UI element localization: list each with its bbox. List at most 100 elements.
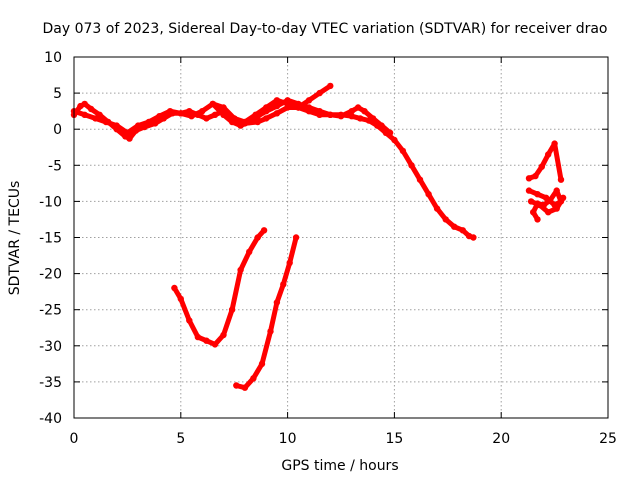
- data-point: [124, 129, 131, 136]
- data-point: [551, 140, 558, 147]
- data-point: [203, 337, 210, 344]
- data-point: [267, 328, 274, 335]
- data-point: [87, 105, 95, 113]
- data-point: [166, 108, 174, 115]
- data-point: [194, 333, 202, 341]
- data-point: [134, 122, 142, 129]
- data-point: [337, 113, 345, 120]
- data-point: [327, 111, 334, 119]
- data-point: [361, 108, 368, 115]
- data-point: [81, 111, 88, 119]
- data-point: [273, 97, 281, 104]
- data-point: [378, 122, 385, 129]
- data-point: [459, 227, 466, 234]
- data-point: [273, 102, 281, 110]
- data-point: [557, 176, 565, 183]
- data-point: [237, 266, 244, 274]
- data-point: [305, 104, 313, 111]
- data-point: [241, 384, 249, 391]
- data-point: [228, 118, 236, 126]
- data-point: [305, 97, 313, 104]
- data-point: [260, 227, 268, 234]
- x-tick-label: 5: [176, 431, 185, 447]
- data-point: [246, 118, 253, 126]
- data-point: [525, 187, 533, 194]
- y-tick-label: -40: [39, 411, 62, 427]
- data-point: [433, 205, 441, 212]
- data-point: [534, 191, 541, 198]
- data-point: [203, 115, 210, 122]
- data-point: [254, 118, 261, 126]
- x-tick-label: 10: [279, 431, 297, 447]
- data-point: [92, 115, 99, 122]
- data-point: [534, 216, 541, 223]
- data-point: [171, 284, 178, 292]
- data-point: [263, 108, 270, 115]
- data-point: [547, 196, 554, 204]
- data-point: [451, 223, 458, 230]
- data-point: [545, 209, 552, 216]
- data-point: [559, 194, 567, 201]
- data-point: [470, 234, 477, 241]
- data-point: [316, 108, 323, 115]
- data-point: [211, 341, 219, 348]
- data-series: [70, 82, 567, 391]
- data-point: [295, 100, 302, 108]
- data-point: [237, 122, 244, 129]
- data-point: [177, 295, 184, 303]
- series-line-arc-1: [71, 101, 476, 240]
- data-point: [220, 104, 227, 111]
- data-point: [442, 216, 449, 223]
- data-point: [527, 198, 535, 205]
- y-axis-title: SDTVAR / TECUs: [7, 181, 23, 296]
- data-point: [220, 331, 227, 339]
- data-point: [553, 205, 560, 212]
- y-tick-label: 5: [53, 86, 62, 102]
- y-tick-label: -5: [48, 158, 62, 174]
- data-point: [530, 209, 537, 216]
- y-tick-label: 0: [53, 122, 62, 138]
- y-tick-label: -10: [39, 194, 62, 210]
- data-point: [357, 115, 364, 122]
- data-point: [263, 115, 270, 122]
- data-point: [532, 172, 539, 180]
- x-tick-label: 20: [492, 431, 510, 447]
- data-point: [536, 201, 543, 209]
- data-point: [258, 360, 266, 368]
- data-point: [188, 113, 195, 120]
- data-point: [113, 122, 120, 129]
- data-point: [369, 115, 377, 122]
- data-point: [211, 111, 219, 119]
- x-tick-label: 15: [385, 431, 403, 447]
- data-point: [145, 118, 152, 126]
- data-point: [273, 299, 281, 306]
- data-point: [246, 248, 253, 256]
- data-point: [280, 281, 287, 288]
- data-point: [126, 135, 133, 142]
- data-point: [525, 175, 533, 182]
- y-tick-label: -25: [39, 303, 62, 319]
- y-tick-label: -30: [39, 339, 62, 355]
- data-point: [273, 110, 281, 117]
- data-point: [220, 111, 227, 119]
- data-point: [348, 108, 355, 115]
- data-point: [254, 113, 261, 120]
- data-point: [199, 108, 206, 115]
- x-tick-label: 25: [599, 431, 617, 447]
- data-point: [408, 162, 415, 169]
- data-point: [102, 118, 110, 126]
- data-point: [399, 147, 407, 155]
- x-tick-label: 0: [70, 431, 79, 447]
- data-point: [553, 187, 560, 194]
- data-point: [177, 110, 184, 117]
- data-point: [425, 191, 432, 198]
- data-point: [156, 113, 163, 120]
- data-point: [354, 104, 362, 111]
- y-tick-label: 10: [44, 50, 62, 66]
- data-point: [81, 100, 88, 108]
- data-point: [286, 259, 293, 266]
- data-point: [233, 382, 240, 389]
- y-tick-label: -20: [39, 267, 62, 283]
- data-point: [254, 234, 261, 241]
